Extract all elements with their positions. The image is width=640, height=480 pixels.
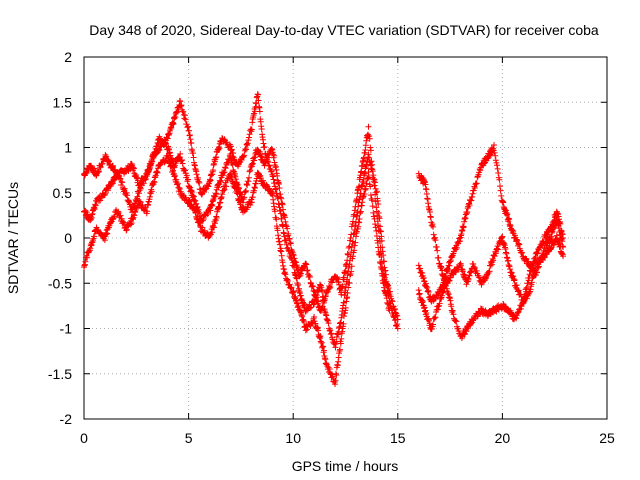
- x-tick-label: 5: [185, 430, 193, 446]
- point-markers: [415, 232, 567, 333]
- y-tick-label: 1.5: [53, 94, 73, 110]
- x-tick-label: 0: [80, 430, 88, 446]
- y-tick-label: 0.5: [53, 185, 73, 201]
- y-tick-label: 1: [64, 140, 72, 156]
- x-tick-label: 25: [599, 430, 615, 446]
- x-tick-label: 10: [285, 430, 301, 446]
- series-track-5: [415, 142, 567, 305]
- y-tick-label: 0: [64, 230, 72, 246]
- y-tick-label: -1: [60, 321, 73, 337]
- grid-lines: [84, 57, 607, 419]
- y-axis-label: SDTVAR / TECUs: [5, 182, 21, 294]
- y-tick-label: -1.5: [48, 366, 72, 382]
- y-tick-label: 2: [64, 49, 72, 65]
- x-axis-ticks: 0 5 10 15 20 25: [80, 57, 615, 446]
- data-points: [81, 91, 567, 388]
- chart-title: Day 348 of 2020, Sidereal Day-to-day VTE…: [89, 22, 599, 38]
- series-track-3: [81, 152, 393, 388]
- x-tick-label: 20: [495, 430, 511, 446]
- point-markers: [415, 142, 567, 305]
- series-track-6: [415, 232, 567, 333]
- y-axis-ticks: -2 -1.5 -1 -0.5 0 0.5 1 1.5 2: [48, 49, 607, 427]
- point-markers: [81, 152, 393, 388]
- series-track-2: [81, 123, 401, 323]
- y-tick-label: -0.5: [48, 275, 72, 291]
- y-tick-label: -2: [60, 411, 73, 427]
- x-tick-label: 15: [390, 430, 406, 446]
- x-axis-label: GPS time / hours: [292, 458, 399, 474]
- point-markers: [81, 123, 401, 323]
